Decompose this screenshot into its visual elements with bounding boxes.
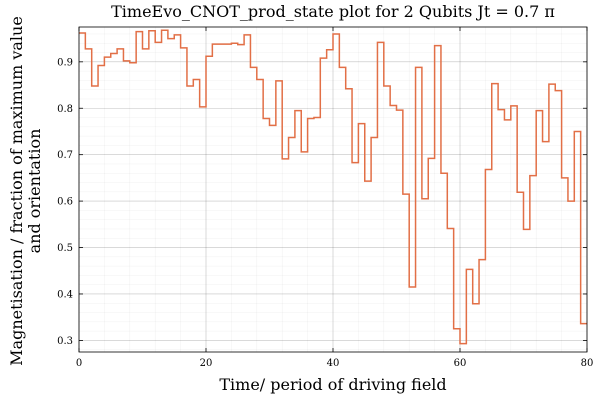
series-group xyxy=(79,29,587,345)
y-tick-label: 0.7 xyxy=(57,150,73,161)
series-line xyxy=(79,29,587,345)
y-axis-label-line1: Magnetisation / fraction of maximum valu… xyxy=(7,16,26,366)
y-tick-label: 0.8 xyxy=(57,104,73,115)
axis-ticks xyxy=(78,27,588,352)
x-axis-label: Time/ period of driving field xyxy=(219,375,446,394)
chart-title: TimeEvo_CNOT_prod_state plot for 2 Qubit… xyxy=(111,2,555,21)
x-tick-label: 80 xyxy=(581,358,594,369)
y-tick-labels: 0.3 0.4 0.5 0.6 0.7 0.8 0.9 xyxy=(57,57,73,347)
x-tick-label: 60 xyxy=(454,358,467,369)
x-tick-labels: 0 20 40 60 80 xyxy=(76,358,594,369)
y-tick-label: 0.5 xyxy=(57,243,73,254)
y-tick-label: 0.3 xyxy=(57,336,73,347)
y-tick-label: 0.9 xyxy=(57,57,73,68)
x-tick-label: 0 xyxy=(76,358,82,369)
x-tick-label: 40 xyxy=(327,358,340,369)
y-tick-label: 0.6 xyxy=(57,197,73,208)
y-tick-label: 0.4 xyxy=(57,289,73,300)
y-axis-label-line2: and orientation xyxy=(25,129,44,254)
x-tick-label: 20 xyxy=(200,358,213,369)
